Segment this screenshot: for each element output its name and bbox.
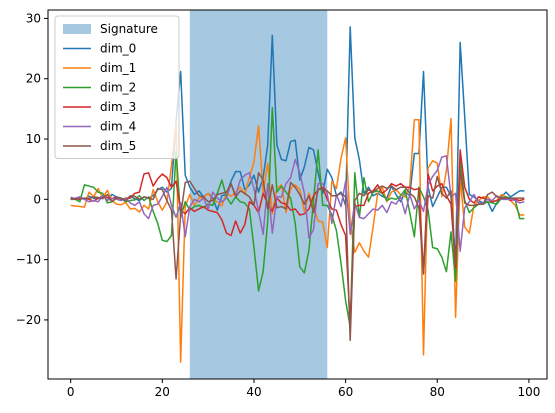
plot-area: [47, 9, 548, 380]
legend-label: dim_3: [100, 100, 136, 114]
axes-frame: [47, 9, 548, 380]
y-tick-label: 20: [26, 72, 41, 86]
series-line-dim_2: [70, 106, 525, 328]
legend-label: dim_2: [100, 81, 136, 95]
x-axis: 0 20 40 60 80 100: [67, 379, 540, 399]
series-line-dim_1: [70, 117, 525, 363]
y-axis: −20 −10 0 10 20 30: [16, 11, 48, 327]
legend-box: [54, 15, 180, 159]
x-tick-label: 100: [517, 385, 540, 399]
y-tick-label: 0: [33, 192, 41, 206]
x-tick-label: 0: [67, 385, 75, 399]
legend-swatch-signature: [63, 24, 91, 34]
legend-label: dim_5: [100, 139, 136, 153]
legend-label: dim_4: [100, 120, 136, 134]
legend: Signature dim_0 dim_1 dim_2 dim_3 dim_4 dim_5: [54, 15, 180, 159]
series-line-dim_3: [70, 149, 525, 327]
series-lines: [70, 26, 525, 363]
x-tick-label: 40: [246, 385, 261, 399]
x-tick-label: 60: [338, 385, 353, 399]
y-tick-label: 10: [26, 132, 41, 146]
x-tick-label: 20: [155, 385, 170, 399]
legend-label: dim_0: [100, 42, 136, 56]
y-tick-label: −10: [16, 253, 41, 267]
signature-shaded-region: [189, 10, 328, 379]
legend-label: dim_1: [100, 61, 136, 75]
y-tick-label: 30: [26, 11, 41, 25]
legend-label: Signature: [100, 22, 158, 36]
series-line-dim_5: [70, 169, 525, 342]
x-tick-label: 80: [430, 385, 445, 399]
y-tick-label: −20: [16, 313, 41, 327]
series-line-dim_4: [70, 155, 525, 252]
